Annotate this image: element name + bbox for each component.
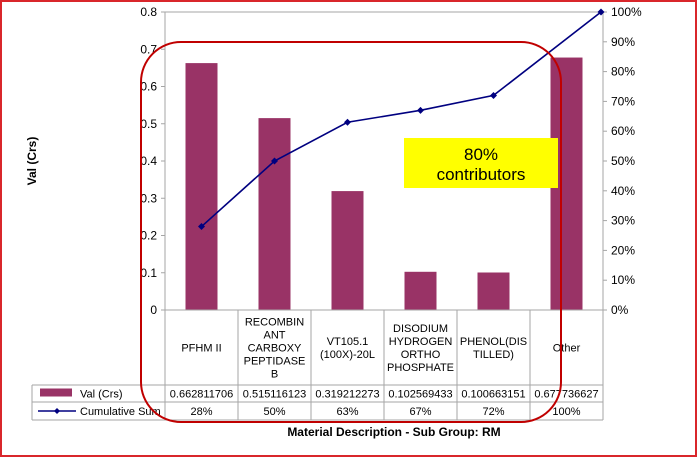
table-cell: 72% bbox=[482, 406, 504, 418]
y-left-tick-label: 0.7 bbox=[140, 42, 157, 56]
annotation-text: 80% bbox=[464, 145, 498, 164]
x-category-label: (100X)-20L bbox=[320, 349, 375, 361]
x-category-label: ORTHO bbox=[401, 349, 441, 361]
x-category-label: PFHM II bbox=[181, 343, 221, 355]
x-category-label: ANT bbox=[264, 330, 286, 342]
x-category-label: PEPTIDASE bbox=[244, 356, 306, 368]
y-left-tick-label: 0.2 bbox=[140, 229, 157, 243]
table-cell: 67% bbox=[409, 406, 431, 418]
y-right-tick-label: 100% bbox=[611, 5, 642, 19]
x-category-label: PHOSPHATE bbox=[387, 362, 454, 374]
x-category-label: RECOMBIN bbox=[245, 317, 304, 329]
y-right-tick-label: 60% bbox=[611, 124, 635, 138]
cumulative-line bbox=[200, 11, 602, 228]
cumulative-point bbox=[344, 118, 351, 126]
cumulative-point bbox=[417, 106, 424, 114]
bar bbox=[404, 271, 437, 310]
x-category-label: HYDROGEN bbox=[389, 336, 453, 348]
y-right-tick-label: 10% bbox=[611, 273, 635, 287]
legend-key-marker bbox=[54, 408, 60, 414]
cumulative-point bbox=[198, 223, 205, 231]
table-cell: 0.102569433 bbox=[388, 389, 452, 401]
bar bbox=[477, 272, 510, 310]
table-cell: 0.515116123 bbox=[243, 389, 306, 401]
cumulative-point bbox=[597, 8, 605, 16]
y-right-tick-label: 0% bbox=[611, 303, 629, 317]
legend-entry: Val (Crs) bbox=[80, 389, 123, 401]
cumulative-point bbox=[490, 91, 497, 99]
x-category-label: TILLED) bbox=[473, 349, 514, 361]
cumulative-point bbox=[271, 157, 278, 165]
x-category-label: DISODIUM bbox=[393, 323, 448, 335]
y-left-tick-label: 0 bbox=[150, 303, 157, 317]
y-right-tick-label: 40% bbox=[611, 184, 635, 198]
table-cell: 100% bbox=[552, 406, 580, 418]
x-axis-title: Material Description - Sub Group: RM bbox=[287, 425, 500, 439]
y-left-tick-label: 0.6 bbox=[140, 80, 157, 94]
legend-key-bar bbox=[40, 388, 72, 397]
y-right-tick-label: 20% bbox=[611, 243, 635, 257]
y-left-tick-label: 0.8 bbox=[140, 5, 157, 19]
bar bbox=[258, 118, 291, 310]
table-cell: 0.319212273 bbox=[315, 389, 379, 401]
annotation-box bbox=[404, 138, 558, 188]
bar bbox=[331, 191, 364, 310]
y-right-tick-label: 80% bbox=[611, 65, 635, 79]
table-cell: 0.100663151 bbox=[461, 389, 525, 401]
x-category-label: PHENOL(DIS bbox=[460, 336, 527, 348]
table-cell: 50% bbox=[263, 406, 285, 418]
table-cell: 0.677736627 bbox=[534, 389, 598, 401]
y-axis-title: Val (Crs) bbox=[25, 137, 39, 186]
y-right-tick-label: 30% bbox=[611, 214, 635, 228]
y-left-tick-label: 0.3 bbox=[140, 191, 157, 205]
x-category-label: CARBOXY bbox=[248, 343, 302, 355]
y-left-tick-label: 0.1 bbox=[140, 266, 157, 280]
y-right-tick-label: 70% bbox=[611, 94, 635, 108]
x-category-label: VT105.1 bbox=[327, 336, 369, 348]
bar bbox=[185, 63, 218, 311]
y-right-tick-label: 50% bbox=[611, 154, 635, 168]
table-cell: 0.662811706 bbox=[170, 389, 233, 401]
y-left-tick-label: 0.4 bbox=[140, 154, 157, 168]
annotation-text: contributors bbox=[437, 165, 526, 184]
table-cell: 28% bbox=[190, 406, 212, 418]
y-left-tick-label: 0.5 bbox=[140, 117, 157, 131]
x-category-label: B bbox=[271, 369, 278, 381]
highlight-outline bbox=[140, 41, 562, 423]
x-category-label: Other bbox=[553, 343, 581, 355]
table-cell: 63% bbox=[336, 406, 358, 418]
legend-entry: Cumulative Sum bbox=[80, 406, 161, 418]
y-right-tick-label: 90% bbox=[611, 35, 635, 49]
